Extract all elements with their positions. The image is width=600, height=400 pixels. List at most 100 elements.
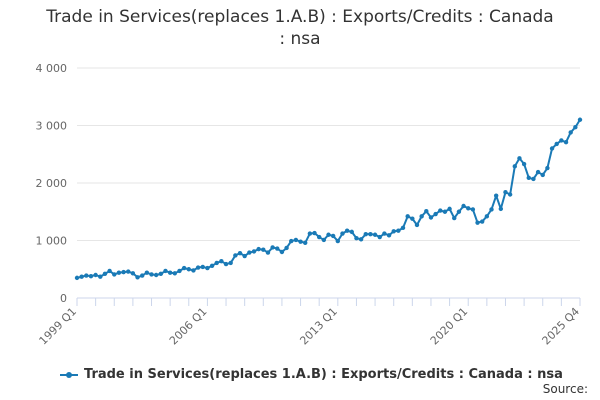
- data-point: [493, 193, 499, 198]
- data-point: [214, 260, 219, 266]
- data-point: [470, 207, 476, 212]
- data-point: [349, 229, 354, 235]
- data-point: [396, 228, 401, 233]
- data-point: [521, 161, 527, 167]
- data-point: [251, 249, 257, 254]
- x-axis: 1999 Q1 2006 Q1 2013 Q1 2020 Q1 2025 Q4: [37, 297, 583, 348]
- data-point: [84, 273, 89, 278]
- data-point: [549, 146, 555, 151]
- data-point: [303, 240, 308, 245]
- data-point: [568, 130, 573, 135]
- chart-title: Trade in Services(replaces 1.A.B) : Expo…: [0, 6, 600, 50]
- data-point: [456, 209, 462, 214]
- data-point: [344, 228, 350, 233]
- data-point: [554, 141, 559, 147]
- data-point: [428, 215, 434, 220]
- data-point: [279, 249, 285, 255]
- y-tick-label: 2 000: [36, 177, 68, 190]
- data-point: [98, 274, 103, 279]
- data-point: [573, 125, 578, 130]
- data-point: [312, 230, 317, 236]
- data-point: [121, 269, 126, 275]
- data-point: [363, 231, 368, 237]
- data-point: [228, 260, 233, 266]
- data-point: [316, 234, 322, 240]
- data-point: [358, 237, 364, 242]
- data-point: [391, 229, 396, 234]
- data-point: [140, 273, 145, 278]
- data-point: [377, 234, 382, 240]
- data-point: [563, 139, 569, 145]
- data-point: [270, 245, 275, 250]
- legend[interactable]: Trade in Services(replaces 1.A.B) : Expo…: [60, 367, 563, 382]
- data-point: [158, 271, 164, 277]
- data-point: [531, 176, 536, 182]
- data-point: [340, 231, 345, 236]
- data-point: [112, 272, 117, 277]
- data-point: [535, 169, 541, 175]
- data-point: [545, 165, 550, 171]
- data-point: [526, 175, 531, 181]
- y-tick-label: 3 000: [36, 120, 68, 133]
- data-point: [424, 208, 429, 214]
- data-point: [167, 270, 173, 275]
- data-point: [475, 220, 480, 225]
- data-point: [386, 233, 392, 238]
- data-point: [489, 207, 494, 212]
- data-point: [442, 209, 448, 214]
- data-point: [498, 206, 504, 212]
- data-point: [116, 270, 122, 275]
- data-point: [195, 265, 201, 270]
- data-point: [223, 261, 229, 267]
- data-point: [354, 236, 359, 241]
- series-layer: [74, 117, 583, 281]
- data-point: [88, 273, 94, 279]
- data-point: [163, 268, 168, 274]
- x-tick-label: 2006 Q1: [167, 305, 210, 348]
- data-point: [293, 237, 299, 243]
- data-point: [461, 203, 466, 209]
- data-point: [410, 216, 415, 221]
- y-tick-label: 0: [60, 292, 67, 305]
- data-point: [372, 232, 378, 237]
- data-point: [289, 238, 294, 244]
- data-point: [107, 268, 112, 274]
- x-tick-label: 2013 Q1: [297, 305, 340, 348]
- data-point: [247, 250, 252, 255]
- legend-label: Trade in Services(replaces 1.A.B) : Expo…: [84, 367, 563, 382]
- data-point: [438, 208, 443, 213]
- x-tick-label: 1999 Q1: [37, 305, 80, 348]
- data-point: [172, 271, 178, 276]
- data-point: [275, 246, 280, 251]
- data-point: [503, 190, 508, 195]
- data-point: [256, 246, 261, 252]
- data-point: [414, 222, 420, 228]
- data-point: [507, 192, 513, 197]
- data-point: [144, 270, 150, 275]
- data-point: [135, 275, 140, 280]
- y-tick-label: 4 000: [36, 62, 68, 75]
- data-point: [307, 231, 313, 236]
- data-point: [400, 225, 406, 231]
- data-point: [335, 238, 341, 244]
- data-point: [512, 164, 517, 169]
- data-point: [265, 250, 271, 255]
- data-point: [382, 231, 387, 236]
- data-point: [126, 269, 131, 274]
- data-point: [479, 219, 485, 224]
- chart-title-line-2: : nsa: [279, 29, 321, 49]
- data-point: [330, 233, 336, 239]
- data-point: [484, 214, 490, 219]
- data-point: [540, 172, 545, 178]
- data-point: [130, 271, 136, 276]
- data-point: [405, 214, 410, 219]
- x-tick-label: 2025 Q4: [540, 305, 583, 348]
- data-point: [368, 231, 373, 237]
- data-point: [74, 275, 80, 281]
- data-point: [237, 250, 243, 256]
- data-point: [261, 247, 266, 252]
- data-point: [209, 263, 215, 268]
- data-point: [419, 214, 424, 219]
- data-point: [233, 253, 238, 258]
